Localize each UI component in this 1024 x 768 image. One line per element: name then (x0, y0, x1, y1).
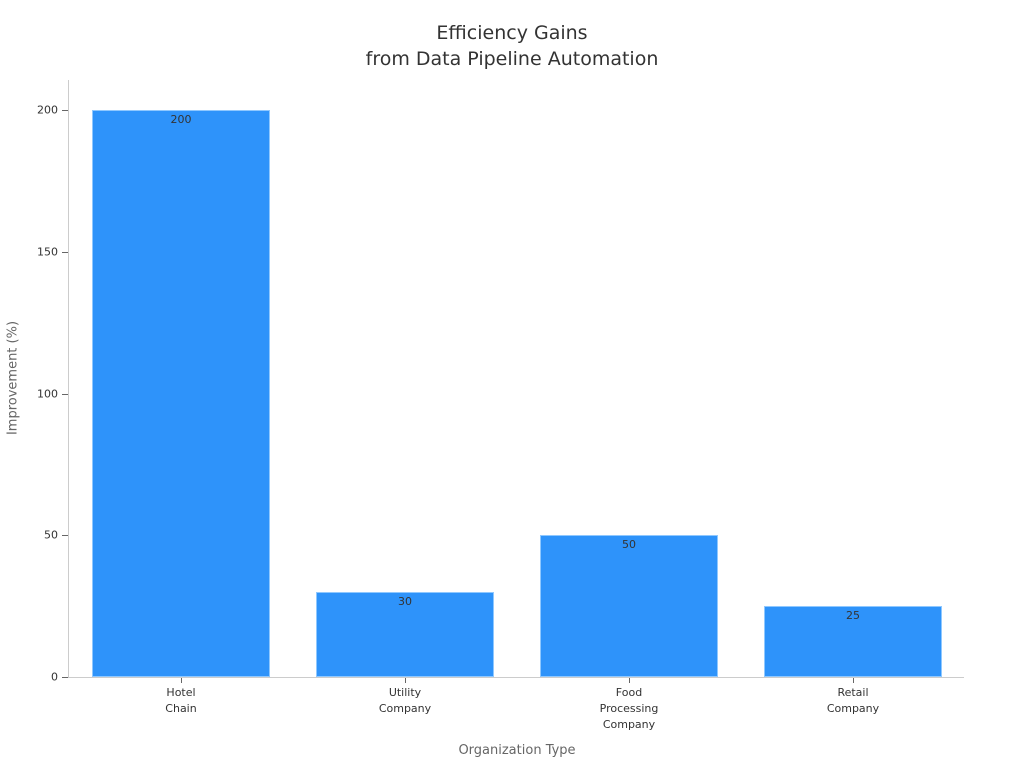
x-tick-label: Retail Company (826, 686, 880, 715)
y-tick-label: 0 (51, 670, 58, 684)
bar-value-label: 30 (398, 594, 412, 608)
bar-value-label: 200 (170, 113, 192, 126)
y-tick (62, 535, 68, 537)
chart-title-line-1: Efficiency Gains (436, 22, 588, 44)
chart-title-line-2: from Data Pipeline Automation (365, 48, 659, 70)
bar-value-label: 50 (622, 538, 636, 552)
y-tick (62, 393, 68, 395)
y-tick-label: 50 (44, 528, 58, 542)
x-tick-label: Food Processing Company (599, 686, 659, 731)
x-axis-line (68, 677, 964, 678)
x-tick (629, 678, 630, 683)
y-axis-line (68, 80, 69, 677)
y-tick-label: 100 (37, 387, 58, 400)
y-tick (62, 110, 68, 111)
y-tick-label: 200 (37, 103, 58, 117)
bar[interactable] (92, 110, 270, 677)
y-tick-label: 150 (37, 245, 58, 259)
y-axis-label: Improvement (%) (5, 320, 21, 436)
bar-value-label: 25 (846, 609, 860, 623)
x-axis-label: Organization Type (458, 743, 576, 758)
y-tick (62, 251, 68, 253)
x-tick-label: Utility Company (378, 686, 432, 715)
x-tick (405, 678, 406, 683)
x-tick (853, 678, 854, 683)
bar[interactable] (540, 535, 718, 677)
x-tick (181, 678, 182, 683)
x-tick-label: Hotel Chain (165, 686, 197, 715)
y-tick (62, 677, 68, 678)
bar[interactable] (764, 606, 942, 677)
bar[interactable] (316, 591, 494, 677)
